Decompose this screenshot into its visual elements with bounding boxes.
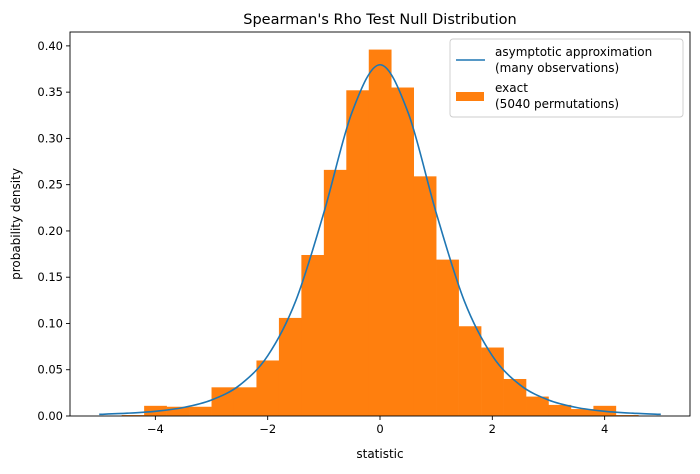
y-axis-ticks: 0.00 0.05 0.10 0.15 0.20 0.25 0.30 0.35 0.40 — [37, 39, 70, 423]
x-tick-label: −2 — [259, 422, 276, 436]
y-tick-label: 0.10 — [37, 316, 63, 330]
chart-title: Spearman's Rho Test Null Distribution — [243, 12, 516, 28]
histogram-bar — [570, 409, 594, 416]
y-axis-label: probability density — [9, 168, 23, 280]
y-tick-label: 0.20 — [37, 224, 63, 238]
x-tick-label: 0 — [376, 422, 383, 436]
histogram-bar — [256, 360, 280, 416]
legend-label-exact-1: exact — [495, 81, 528, 95]
x-axis-ticks: −4 −2 0 2 4 — [147, 416, 608, 436]
x-axis-label: statistic — [356, 447, 403, 461]
y-tick-label: 0.15 — [37, 270, 63, 284]
histogram-bar — [526, 396, 549, 416]
histogram-bar — [278, 317, 302, 416]
y-tick-label: 0.35 — [37, 85, 63, 99]
legend-bar-swatch — [456, 92, 484, 101]
x-tick-label: −4 — [147, 422, 164, 436]
x-tick-label: 2 — [489, 422, 496, 436]
asymptotic-curve — [99, 63, 661, 416]
histogram-bar — [211, 387, 235, 416]
y-tick-label: 0.05 — [37, 363, 63, 377]
histogram-bar — [615, 415, 639, 416]
y-tick-label: 0.40 — [37, 39, 63, 53]
histogram-bar — [368, 49, 392, 417]
legend: asymptotic approximation (many observati… — [449, 38, 684, 118]
legend-label-exact-2: (5040 permutations) — [495, 97, 619, 111]
y-tick-label: 0.00 — [37, 409, 63, 423]
histogram-bar — [436, 259, 459, 416]
histogram-bar — [548, 404, 572, 416]
histogram-bar — [413, 176, 437, 416]
y-tick-label: 0.30 — [37, 131, 63, 145]
histogram-bars — [121, 49, 639, 417]
legend-box — [449, 38, 684, 118]
histogram-bar — [301, 254, 325, 416]
histogram-bar — [323, 169, 347, 416]
legend-label-asymptotic-1: asymptotic approximation — [495, 45, 652, 59]
x-tick-label: 4 — [601, 422, 608, 436]
histogram-bar — [346, 90, 370, 416]
histogram-bar — [481, 347, 504, 416]
histogram-bar — [233, 387, 257, 416]
histogram-bar — [121, 415, 145, 416]
histogram-bar — [391, 87, 414, 417]
histogram-bar — [503, 378, 527, 416]
legend-label-asymptotic-2: (many observations) — [495, 61, 619, 75]
y-tick-label: 0.25 — [37, 178, 63, 192]
histogram-bar — [189, 406, 212, 416]
histogram-bar — [166, 406, 190, 416]
histogram-bar — [458, 326, 482, 416]
